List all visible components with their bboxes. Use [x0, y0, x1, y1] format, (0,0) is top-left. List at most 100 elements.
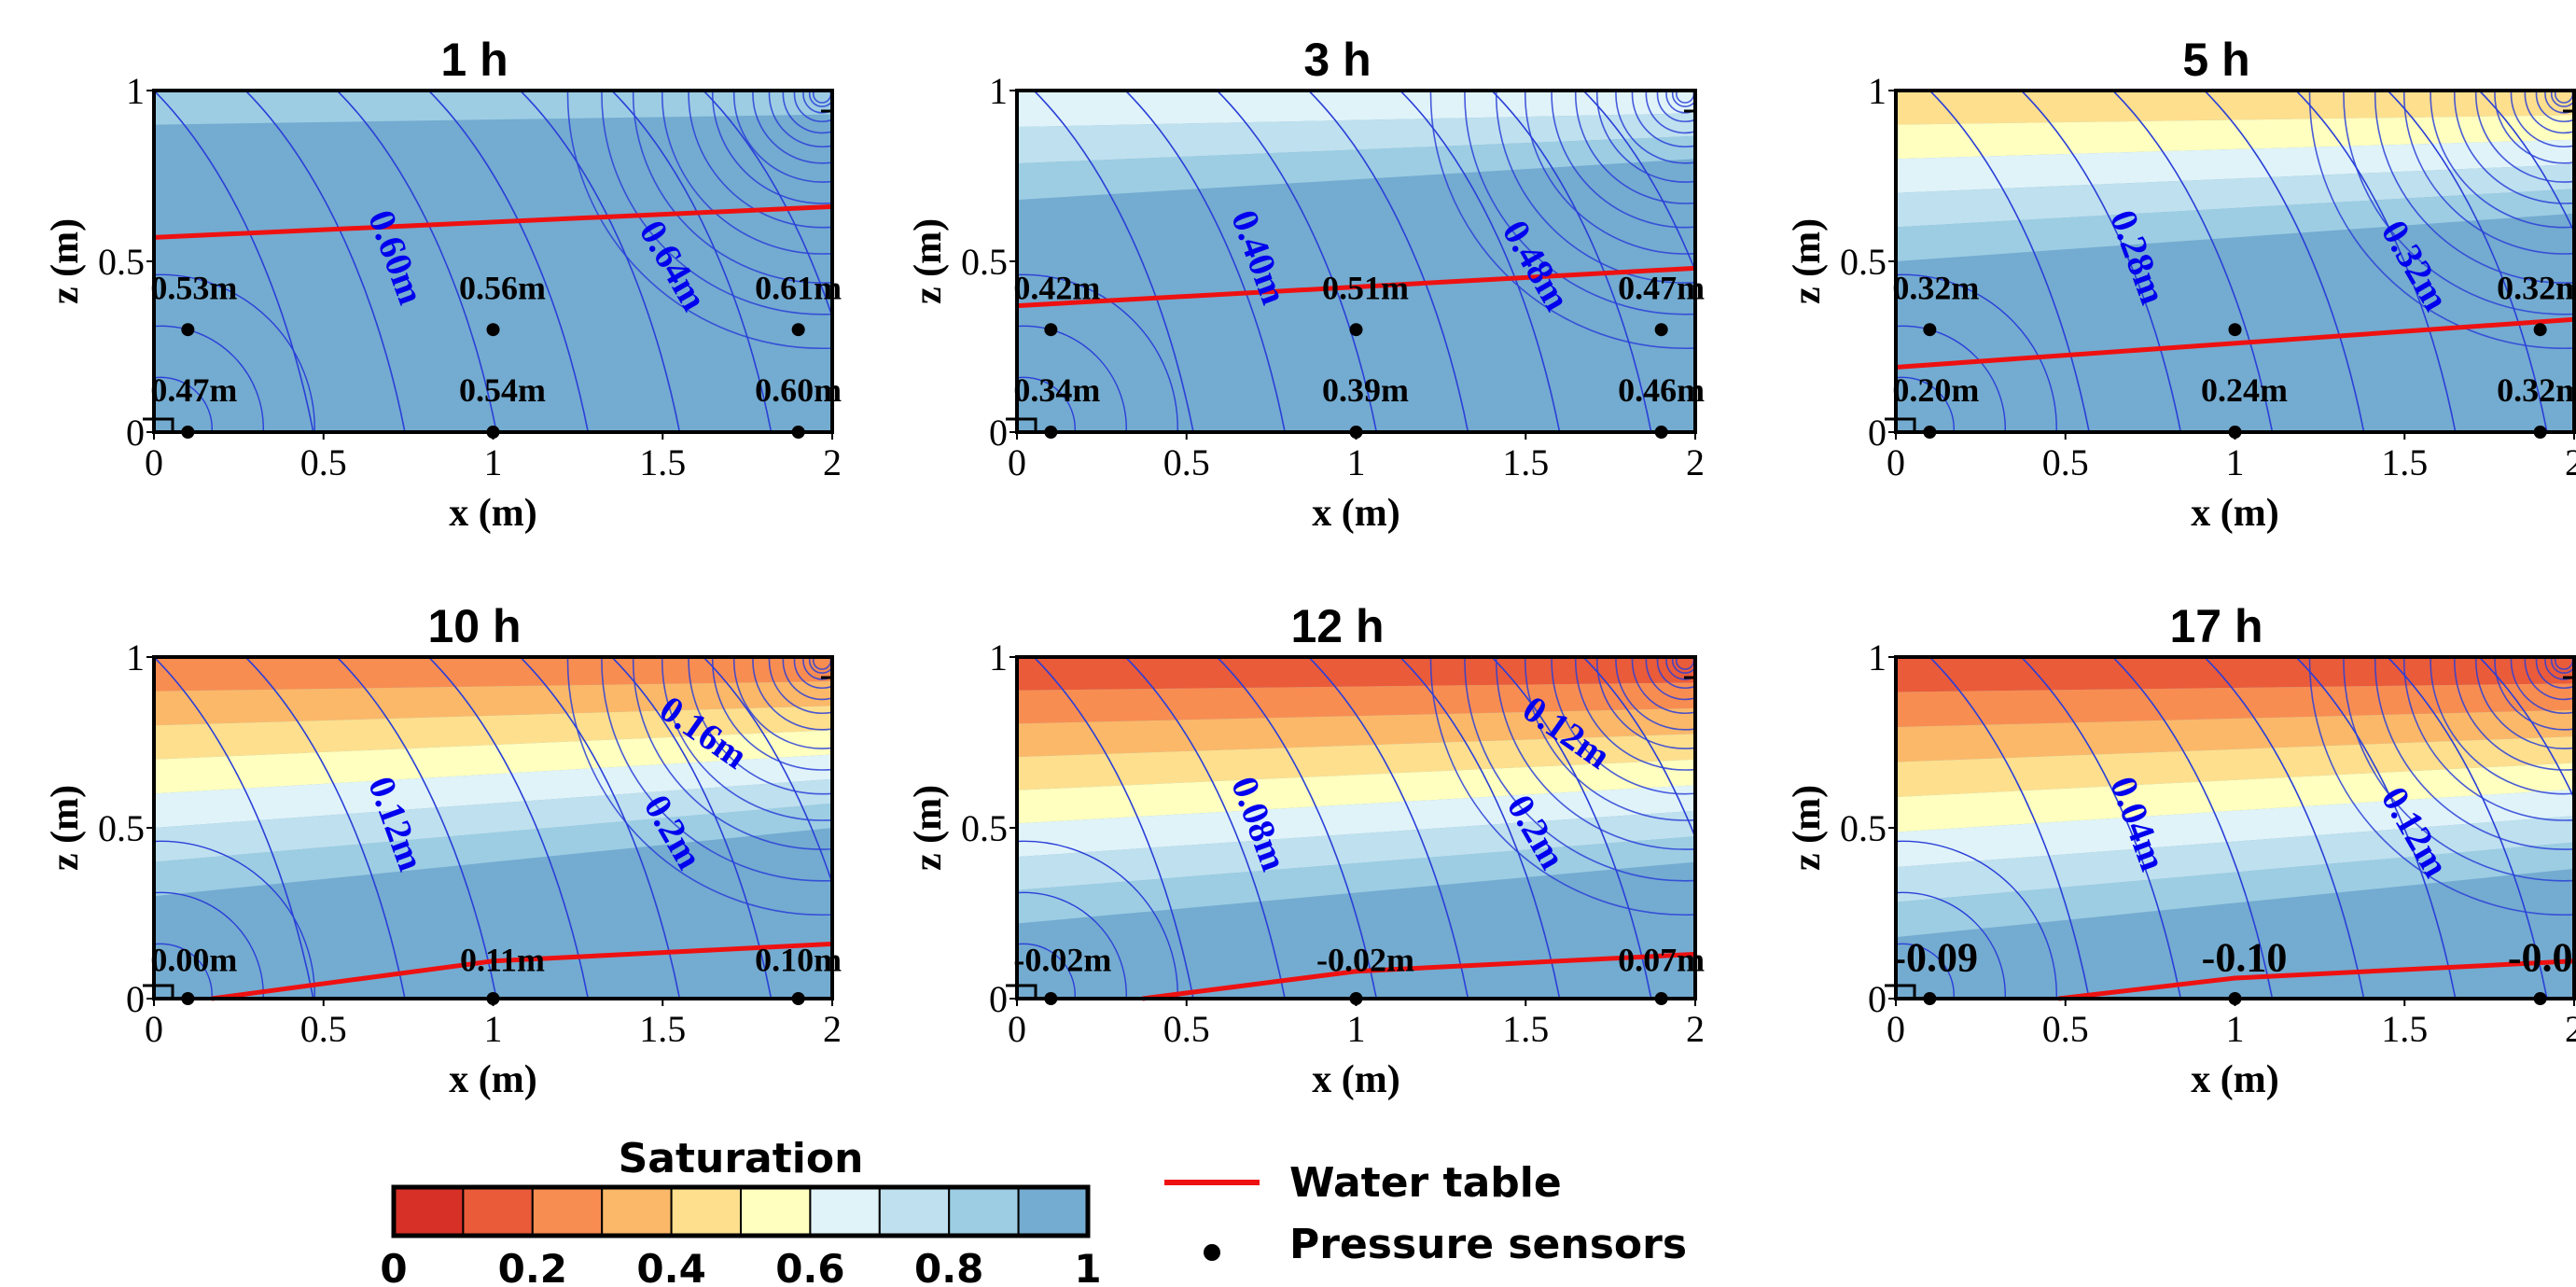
equipotential-arc	[2544, 91, 2574, 114]
equipotential-line	[1216, 91, 1378, 432]
pressure-sensor	[486, 992, 500, 1005]
equipotential-arc	[566, 91, 832, 349]
pressure-sensor	[791, 323, 805, 337]
x-tick-label: 1.5	[639, 1008, 686, 1050]
colorbar-tick: 1	[1074, 1246, 1101, 1287]
sensor-reading: 0.60m	[755, 371, 842, 409]
equipotential-arc	[688, 657, 832, 795]
equipotential-arc	[2343, 657, 2574, 882]
colorbar-tick: 0.4	[636, 1246, 705, 1287]
pressure-sensor	[1654, 426, 1668, 439]
panel-title: 3 h	[1303, 34, 1371, 86]
equipotential-arc	[1017, 376, 1076, 432]
water-table-line	[1142, 951, 1696, 1001]
equipotential-arc	[1645, 657, 1695, 701]
pressure-sensor	[2228, 426, 2242, 439]
legend-water-table-label: Water table	[1289, 1159, 1562, 1207]
colorbar-frame	[391, 1184, 1091, 1238]
x-tick-label: 0	[145, 1008, 163, 1050]
x-tick-label: 2	[2565, 441, 2576, 483]
colorbar-swatch	[670, 1186, 742, 1237]
equipotential-arc	[154, 891, 264, 999]
y-tick-label: 0	[126, 978, 145, 1020]
equipotential-line	[1033, 657, 1194, 999]
x-axis-label: x (m)	[449, 1058, 536, 1101]
equipotential-arc	[2524, 91, 2574, 134]
equipotential-arc	[2402, 91, 2574, 255]
sensor-reading: -0.10	[2202, 935, 2288, 981]
equipotential-arc	[2430, 91, 2574, 229]
equipotential-arc	[1896, 891, 2006, 999]
seepage-notch	[821, 657, 834, 679]
x-tick-label: 0	[1887, 441, 1905, 483]
equipotential-line	[611, 91, 773, 432]
equipotential-arc	[2402, 657, 2574, 821]
equipotential-line	[2112, 91, 2274, 432]
saturation-band	[154, 803, 832, 897]
x-axis-label: x (m)	[1312, 492, 1399, 535]
equipotential-arc	[2343, 91, 2574, 315]
equipotential-arc	[732, 657, 832, 749]
equipotential-arc	[1631, 91, 1695, 148]
equipotential-arc	[2453, 657, 2574, 771]
equipotential-line	[1491, 657, 1652, 999]
equipotential-arc	[711, 657, 832, 771]
equipotential-line	[1216, 657, 1378, 999]
sensor-reading: 0.47m	[150, 371, 237, 409]
panel-title: 10 h	[427, 600, 521, 652]
seepage-notch	[821, 91, 834, 113]
equipotential-line	[1033, 91, 1194, 432]
equipotential-arc	[632, 91, 832, 284]
equipotential-arc	[2535, 91, 2574, 123]
saturation-band	[1896, 189, 2574, 261]
saturation-band	[154, 681, 832, 726]
equipotential-arc	[1017, 325, 1127, 432]
equipotential-arc	[1645, 91, 1695, 134]
equipotential-arc	[1429, 657, 1695, 916]
pressure-sensor	[1654, 992, 1668, 1005]
x-tick-label: 2	[1686, 441, 1705, 483]
equipotential-line	[244, 657, 406, 999]
equipotential-line	[2478, 657, 2574, 801]
y-tick-label: 1	[1868, 637, 1887, 678]
panel-1: 0 0.5 1 1.5 2 0 0.5 1 x (m) z (m) 1 h 0.53m 0.47m 0.5…	[44, 34, 842, 535]
y-tick-label: 1	[126, 637, 145, 678]
sensor-reading: 0.24m	[2201, 371, 2288, 409]
colorbar: Saturation 0 0.2 0.4 0.6 0.8 1	[380, 1135, 1101, 1287]
pressure-sensor	[2533, 323, 2547, 337]
equipotential-line	[2204, 657, 2365, 999]
equipotential-arc	[2494, 657, 2574, 731]
pressure-sensor	[181, 992, 195, 1005]
equipotential-arc	[2510, 91, 2574, 148]
equipotential-arc	[802, 657, 832, 680]
equipotential-arc	[154, 273, 315, 432]
x-tick-label: 2	[823, 441, 842, 483]
sensor-reading: -0.02m	[1013, 942, 1111, 979]
pressure-sensor	[2228, 992, 2242, 1005]
legend-sensor-swatch	[1204, 1244, 1220, 1261]
equipotential-arc	[808, 657, 832, 674]
pressure-sensor	[791, 426, 805, 439]
sensor-reading: 0.34m	[1013, 371, 1100, 409]
equipotential-arc	[1574, 91, 1695, 204]
sensor-reading: 0.20m	[1892, 371, 1979, 409]
equipotential-line	[2204, 91, 2365, 432]
pressure-sensor	[1654, 323, 1668, 337]
equipotential-arc	[2535, 657, 2574, 690]
panel-6: 0 0.5 1 1.5 2 0 0.5 1 x (m) z (m) 17 h -0.09 -0.10 -0…	[1786, 600, 2576, 1101]
saturation-band	[154, 754, 832, 828]
colorbar-swatch	[878, 1186, 951, 1237]
colorbar-swatch	[462, 1186, 534, 1237]
equipotential-arc	[2430, 657, 2574, 795]
x-tick-label: 0.5	[2042, 441, 2089, 483]
x-tick-label: 0	[145, 441, 163, 483]
pressure-sensor	[1349, 323, 1363, 337]
pressure-sensor	[486, 426, 500, 439]
panel-field	[1017, 657, 1695, 999]
y-tick-label: 1	[126, 70, 145, 112]
pressure-sensor	[1349, 426, 1363, 439]
pressure-sensor	[1044, 323, 1058, 337]
equipotential-arc	[601, 91, 832, 315]
equipotential-line	[244, 91, 406, 432]
equipotential-arc	[1464, 657, 1695, 882]
